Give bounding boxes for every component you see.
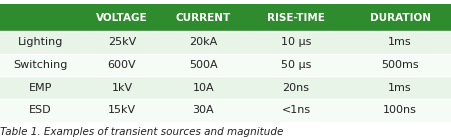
Text: 20ns: 20ns bbox=[282, 83, 309, 93]
FancyBboxPatch shape bbox=[347, 76, 451, 99]
FancyBboxPatch shape bbox=[0, 31, 81, 54]
Text: 15kV: 15kV bbox=[108, 105, 136, 115]
FancyBboxPatch shape bbox=[162, 76, 244, 99]
Text: EMP: EMP bbox=[29, 83, 52, 93]
Text: DURATION: DURATION bbox=[369, 13, 429, 23]
FancyBboxPatch shape bbox=[0, 76, 81, 99]
Text: 1ms: 1ms bbox=[387, 38, 411, 47]
FancyBboxPatch shape bbox=[162, 54, 244, 76]
Text: CURRENT: CURRENT bbox=[175, 13, 230, 23]
Text: Lighting: Lighting bbox=[18, 38, 63, 47]
Text: 1ms: 1ms bbox=[387, 83, 411, 93]
Text: 1kV: 1kV bbox=[111, 83, 132, 93]
FancyBboxPatch shape bbox=[162, 31, 244, 54]
FancyBboxPatch shape bbox=[347, 4, 451, 31]
FancyBboxPatch shape bbox=[347, 31, 451, 54]
FancyBboxPatch shape bbox=[81, 31, 162, 54]
Text: VOLTAGE: VOLTAGE bbox=[96, 13, 147, 23]
FancyBboxPatch shape bbox=[244, 31, 347, 54]
FancyBboxPatch shape bbox=[244, 99, 347, 122]
FancyBboxPatch shape bbox=[0, 99, 81, 122]
FancyBboxPatch shape bbox=[244, 4, 347, 31]
FancyBboxPatch shape bbox=[162, 4, 244, 31]
FancyBboxPatch shape bbox=[244, 76, 347, 99]
FancyBboxPatch shape bbox=[347, 54, 451, 76]
Text: Table 1. Examples of transient sources and magnitude: Table 1. Examples of transient sources a… bbox=[0, 127, 283, 137]
FancyBboxPatch shape bbox=[0, 4, 81, 31]
FancyBboxPatch shape bbox=[81, 54, 162, 76]
Text: 600V: 600V bbox=[107, 60, 136, 70]
Text: 500A: 500A bbox=[189, 60, 217, 70]
Text: ESD: ESD bbox=[29, 105, 52, 115]
Text: 30A: 30A bbox=[192, 105, 214, 115]
Text: 50 μs: 50 μs bbox=[280, 60, 311, 70]
Text: 25kV: 25kV bbox=[108, 38, 136, 47]
Text: 100ns: 100ns bbox=[382, 105, 416, 115]
FancyBboxPatch shape bbox=[81, 76, 162, 99]
Text: RISE-TIME: RISE-TIME bbox=[267, 13, 324, 23]
Text: 10A: 10A bbox=[192, 83, 214, 93]
FancyBboxPatch shape bbox=[244, 54, 347, 76]
FancyBboxPatch shape bbox=[81, 99, 162, 122]
FancyBboxPatch shape bbox=[347, 99, 451, 122]
Text: 500ms: 500ms bbox=[380, 60, 418, 70]
Text: Switching: Switching bbox=[14, 60, 68, 70]
Text: 10 μs: 10 μs bbox=[280, 38, 311, 47]
Text: <1ns: <1ns bbox=[281, 105, 310, 115]
Text: 20kA: 20kA bbox=[189, 38, 217, 47]
FancyBboxPatch shape bbox=[81, 4, 162, 31]
FancyBboxPatch shape bbox=[0, 54, 81, 76]
FancyBboxPatch shape bbox=[162, 99, 244, 122]
